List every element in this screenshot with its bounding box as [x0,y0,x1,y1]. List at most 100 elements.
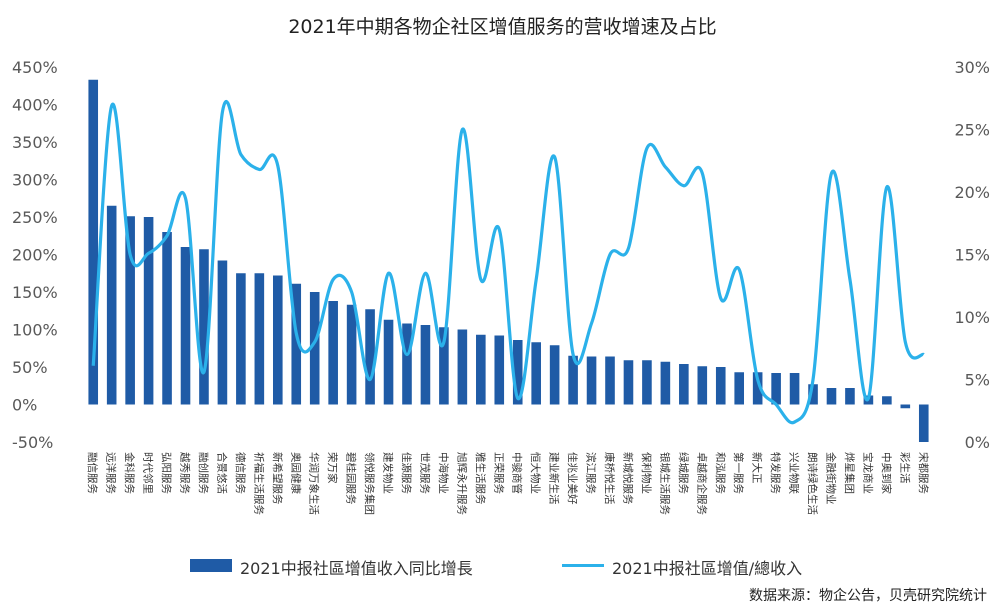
bar [531,342,541,405]
category-label: 金科服务 [123,452,136,494]
category-label: 烨星集团 [843,452,856,494]
category-labels: 融信服务 远洋服务 金科服务 时代邻里 弘阳服务 越秀服务 融创服务 合景悠活 德信服务 祈福生活… [86,452,930,515]
category-label: 特发服务 [769,452,782,494]
bar [605,356,615,405]
bar [660,361,671,405]
bar [365,309,375,405]
category-label: 远洋服务 [105,452,118,494]
category-label: 中海物业 [437,452,450,494]
category-label: 滨江服务 [585,452,598,494]
category-label: 时代邻里 [142,452,155,494]
category-label: 佳源服务 [400,452,413,494]
bar [106,205,117,405]
left-tick-label: 150% [12,283,58,302]
category-label: 中奥到家 [880,452,893,494]
bar [88,79,99,405]
bar [402,323,412,405]
bar [272,275,283,405]
bar [752,372,763,405]
bar [734,372,745,405]
bar [439,327,449,405]
category-label: 和泓服务 [714,452,727,494]
category-label: 祈福生活服务 [252,452,265,515]
category-label: 合景悠活 [215,452,228,494]
left-tick-label: 350% [12,133,58,152]
bar [826,388,837,405]
bar [217,260,228,405]
category-label: 第一服务 [732,452,745,494]
left-tick-label: 300% [12,171,58,190]
category-label: 佳兆业美好 [566,452,579,505]
right-tick-label: 20% [954,183,990,202]
category-label: 融创服务 [197,452,210,494]
legend-bar-label: 2021中报社區增值收入同比增長 [240,559,473,578]
category-label: 建业新生活 [548,452,561,505]
bar [346,304,357,405]
bar [845,388,855,405]
bar [549,345,560,405]
bar [771,373,781,405]
legend-line-label: 2021中报社區增值/總收入 [612,559,803,578]
bar [697,366,708,405]
category-label: 新城悦服务 [621,452,634,505]
series-line [91,100,925,425]
category-label: 旭辉永升服务 [455,452,468,515]
category-label: 建发物业 [382,452,395,494]
left-tick-label: 100% [12,321,58,340]
bar [808,384,818,405]
category-label: 保利物业 [640,452,653,494]
bar [476,334,486,405]
category-label: 弘阳服务 [160,452,173,494]
category-label: 融信服务 [86,452,99,494]
bar [180,247,191,405]
bar [568,355,578,405]
bar [236,273,246,405]
right-tick-label: 10% [954,308,990,327]
bar [623,360,634,405]
bar [309,292,320,405]
category-label: 绿城服务 [677,452,690,494]
left-tick-label: 400% [12,96,58,115]
left-tick-label: 250% [12,208,58,227]
right-tick-label: 15% [954,246,990,265]
legend-line-swatch [562,564,604,567]
category-label: 领悦服务集团 [363,452,376,515]
bar [254,273,265,405]
category-label: 荣万家 [326,452,339,484]
legend-bar-swatch [190,559,232,572]
category-label: 金融街物业 [824,452,837,505]
right-tick-label: 25% [954,121,990,140]
left-y-axis: -50% 0% 50% 100% 150% 200% 250% 300% 350% 400% 450… [12,58,58,452]
category-label: 中骏商管 [511,452,524,494]
left-tick-label: 0% [12,396,37,415]
category-label: 越秀服务 [179,452,192,494]
bar [143,217,154,405]
left-tick-label: 200% [12,246,58,265]
category-label: 宝龙商业 [861,452,874,494]
bar [457,329,468,405]
bar-series [88,79,929,442]
category-label: 碧桂园服务 [345,452,358,505]
bar [494,335,505,405]
right-tick-label: 5% [965,371,990,390]
bar [642,360,652,405]
bar [789,373,800,405]
line-series [91,100,925,425]
category-label: 德信服务 [234,452,247,494]
left-tick-label: 50% [12,358,48,377]
bar [882,396,892,405]
right-tick-label: 30% [954,58,990,77]
bar [586,356,597,405]
category-label: 正荣服务 [492,452,505,494]
source-note: 数据来源：物企公告，贝壳研究院统计 [749,588,987,604]
category-label: 彩生活 [898,452,911,484]
bar [328,301,338,405]
left-tick-label: -50% [12,433,53,452]
category-label: 雅生活服务 [474,452,487,505]
bar [291,283,302,405]
bar [420,325,431,405]
category-label: 卓越商企服务 [695,452,708,515]
bar [125,216,135,405]
category-label: 兴业物联 [788,452,801,494]
